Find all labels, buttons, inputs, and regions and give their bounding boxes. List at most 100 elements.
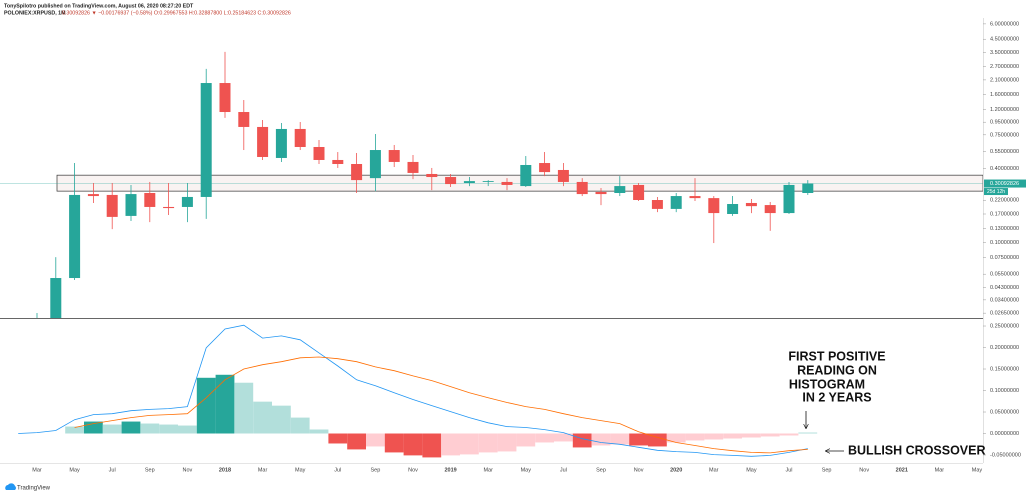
candle-body	[670, 196, 682, 209]
histogram-bar	[309, 429, 329, 434]
y-tick-label: 0.20000000	[990, 345, 1019, 351]
x-tick-label: Mar	[32, 467, 42, 473]
candle-body	[219, 83, 231, 113]
candle-body	[501, 181, 513, 185]
candle-body	[200, 83, 212, 197]
histogram-bar	[84, 421, 103, 434]
countdown-box	[984, 188, 1008, 196]
annotation: FIRST POSITIVE	[788, 349, 885, 363]
x-tick-label: May	[69, 467, 80, 473]
histogram-bar	[196, 377, 216, 434]
x-tick-label: Sep	[145, 467, 155, 473]
histogram-bar	[253, 401, 272, 434]
histogram-bar	[159, 424, 178, 434]
histogram-bar	[347, 433, 366, 450]
x-tick-label: Jul	[560, 467, 567, 473]
x-tick-label: Sep	[371, 467, 381, 473]
histogram-bar	[798, 432, 818, 434]
x-tick-label: May	[521, 467, 532, 473]
candle-body	[633, 184, 645, 201]
y-tick-label: 0.95000000	[990, 120, 1019, 126]
histogram-bar	[460, 433, 479, 455]
candle-body	[727, 204, 739, 215]
annotation: BULLISH CROSSOVER	[848, 443, 986, 457]
annotation: HISTOGRAM	[789, 377, 865, 391]
histogram-bar	[610, 433, 630, 445]
candle-body	[407, 161, 419, 173]
candle-body	[689, 196, 701, 199]
histogram-bar	[478, 433, 498, 453]
y-tick-label: 2.10000000	[990, 77, 1019, 83]
y-tick-label: 0.05000000	[990, 409, 1019, 415]
candle-body	[520, 164, 532, 187]
histogram-bar	[535, 433, 554, 443]
x-tick-label: Jul	[109, 467, 116, 473]
histogram-bar	[779, 433, 799, 436]
x-tick-label: Nov	[859, 467, 869, 473]
histogram-bar	[290, 417, 310, 434]
histogram-bar	[140, 423, 160, 434]
histogram-bar	[760, 433, 780, 437]
y-tick-label: 0.04300000	[990, 285, 1019, 291]
y-tick-label: 3.50000000	[990, 50, 1019, 56]
brand-logo	[5, 483, 16, 490]
y-tick-label: 0.55000000	[990, 149, 1019, 155]
candle-body	[87, 194, 99, 197]
y-tick-label: 0.40000000	[990, 166, 1019, 172]
candle-body	[144, 193, 156, 207]
y-tick-label: 0.15000000	[990, 366, 1019, 372]
y-tick-label: 0.05500000	[990, 272, 1019, 278]
x-tick-label: Nov	[634, 467, 644, 473]
x-tick-label: Sep	[822, 467, 832, 473]
y-tick-label: 4.50000000	[990, 37, 1019, 43]
x-tick-label: 2019	[444, 467, 456, 473]
x-tick-label: Mar	[258, 467, 268, 473]
candle-body	[106, 194, 118, 217]
countdown: 25d 12h	[987, 189, 1005, 195]
candle-body	[69, 194, 81, 279]
histogram-bar	[742, 433, 761, 438]
histogram-bar	[328, 433, 348, 444]
y-tick-label: 0.10000000	[990, 240, 1019, 246]
y-tick-label: 0.75000000	[990, 132, 1019, 138]
histogram-bar	[441, 433, 460, 456]
candle-body	[388, 150, 400, 162]
x-tick-label: 2018	[219, 467, 231, 473]
histogram-bar	[121, 421, 141, 434]
candle-body	[125, 194, 137, 216]
histogram-bar	[215, 374, 235, 434]
candle-body	[238, 112, 250, 127]
candle-body	[50, 278, 62, 318]
candle-body	[651, 200, 663, 209]
candle-body	[576, 181, 588, 195]
histogram-bar	[403, 433, 423, 456]
x-tick-label: Nov	[408, 467, 418, 473]
histogram-bar	[65, 426, 84, 434]
candle-body	[745, 202, 757, 207]
y-tick-label: 0.22000000	[990, 198, 1019, 204]
histogram-bar	[629, 433, 648, 446]
candle-body	[332, 159, 344, 165]
histogram-bar	[497, 433, 517, 452]
histogram-bar	[272, 405, 291, 434]
y-tick-label: 0.13000000	[990, 226, 1019, 232]
y-tick-label: 0.07500000	[990, 255, 1019, 261]
candle-body	[351, 164, 363, 181]
candle-body	[463, 181, 475, 183]
y-tick-label: 6.00000000	[990, 21, 1019, 27]
candle-body	[181, 196, 193, 207]
candle-body	[275, 128, 287, 158]
candle-body	[445, 177, 457, 185]
annotation: READING ON	[797, 363, 877, 377]
candle-body	[764, 205, 776, 214]
x-tick-label: Mar	[709, 467, 719, 473]
last-price-label: 0.30092826	[990, 181, 1019, 187]
candle-body	[369, 150, 381, 179]
y-tick-label: 0.00000000	[990, 431, 1019, 437]
range-zone	[56, 174, 983, 192]
histogram-bar	[648, 433, 667, 447]
x-tick-label: Mar	[483, 467, 493, 473]
candle-body	[482, 181, 494, 182]
